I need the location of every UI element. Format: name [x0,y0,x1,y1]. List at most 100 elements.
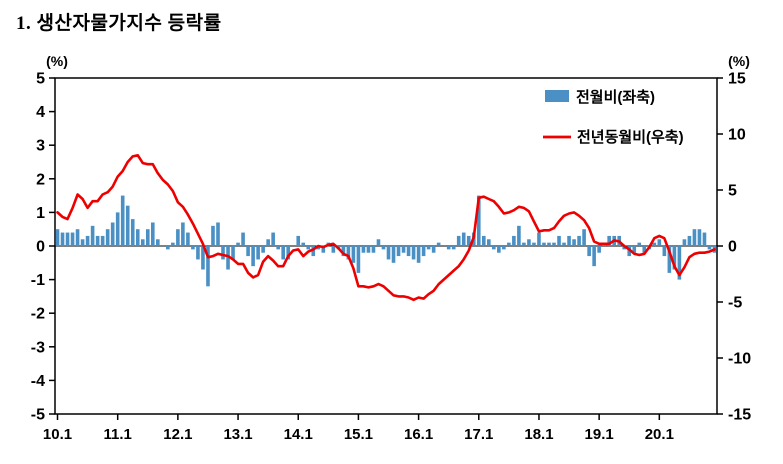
bar [592,246,596,267]
bar [597,246,601,253]
bar [492,246,496,250]
bar [301,242,306,246]
bar [110,222,115,246]
bar [652,242,657,246]
left-axis-tick-label: 5 [36,71,45,88]
bar [130,219,135,246]
bar [587,246,591,257]
bar [381,246,386,250]
bar [507,242,511,246]
bar [557,235,561,246]
legend: 전월비(좌축) 전년동월비(우축) [543,89,684,146]
bar [552,242,556,246]
x-axis-tick-label: 18.1 [524,426,553,443]
bar [697,229,702,246]
bar [632,246,637,253]
bar [55,229,60,246]
bar [266,239,270,246]
bar [657,239,662,246]
bar [396,246,401,257]
bar [637,242,642,246]
legend-bar-label: 전월비(좌축) [576,89,655,106]
right-axis-tick-label: 5 [728,183,737,200]
bar [542,242,546,246]
bar [85,235,90,246]
bar [476,195,481,246]
bar [95,235,100,246]
bar [236,242,240,246]
right-axis-tick-label: -15 [728,407,751,424]
bar [702,232,707,246]
bar [171,242,175,246]
bar [251,246,255,267]
bar [692,229,697,246]
bar [481,235,486,246]
x-axis-tick-label: 16.1 [404,426,433,443]
left-axis-tick-label: 2 [36,171,45,188]
bar [70,232,75,246]
bar [286,246,291,260]
bar [502,246,506,250]
bar [100,235,105,246]
bar [191,246,195,250]
right-axis-tick-label: 0 [728,239,737,256]
bar [371,246,376,253]
bar [135,229,140,246]
right-axis-tick-label: 10 [728,127,746,144]
left-axis-tick-label: 0 [36,239,45,256]
bar [296,235,301,246]
left-axis-tick-label: -4 [31,373,45,390]
bar [572,239,576,246]
bar [181,222,185,246]
bar [512,235,516,246]
bar [487,239,491,246]
bar [522,242,526,246]
bar [90,225,95,246]
bar [577,235,581,246]
bar [567,235,571,246]
bar [231,246,235,260]
bar [176,229,180,246]
bar [426,246,431,250]
bar [241,232,245,246]
legend-bar-swatch [545,90,569,102]
bar [667,246,672,273]
bar [115,212,120,246]
chart-title: 1. 생산자물가지수 등락률 [16,13,222,34]
bar [677,246,682,280]
legend-line-label: 전년동월비(우축) [577,129,684,146]
bar [356,246,361,273]
left-axis-tick-label: -5 [31,407,45,424]
left-axis-tick-label: 3 [36,138,45,155]
yoy-line [56,154,716,302]
bar [461,232,466,246]
bar [436,242,441,246]
bar [206,246,210,287]
left-axis-tick-label: -1 [31,272,45,289]
bar [341,246,346,257]
bar [451,246,456,250]
bar [125,205,130,246]
bar [60,232,65,246]
x-axis-tick-label: 13.1 [223,426,252,443]
bar [140,239,145,246]
bar [527,239,531,246]
bar [120,195,125,246]
x-axis-tick-label: 19.1 [585,426,614,443]
bar [211,225,215,246]
bar [346,246,351,260]
bar [406,246,411,257]
bar [497,246,501,253]
bar [256,246,260,260]
bar [221,246,225,260]
right-axis-tick-label: -10 [728,351,751,368]
bar [226,246,230,270]
bar [622,246,627,250]
bar [416,246,421,263]
left-axis-tick-label: 1 [36,205,45,222]
bar [707,246,712,250]
x-axis-tick-label: 15.1 [344,426,373,443]
bar [682,239,687,246]
bar [331,246,336,253]
